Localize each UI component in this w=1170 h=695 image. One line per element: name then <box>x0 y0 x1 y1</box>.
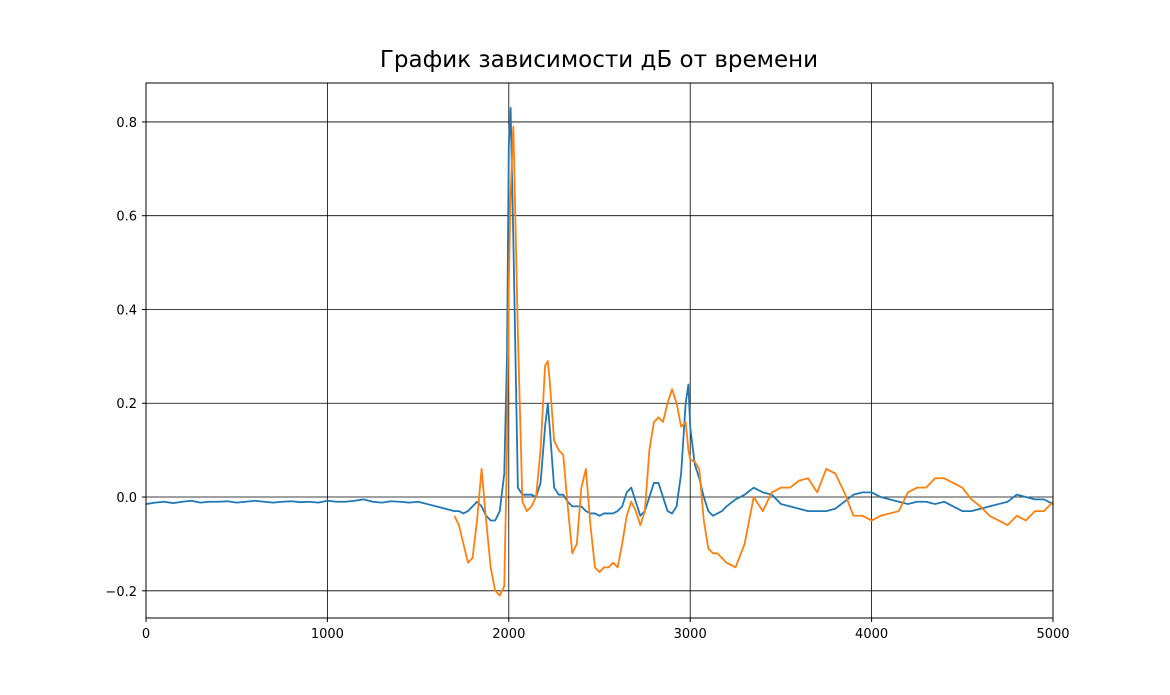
y-tick-label: −0.2 <box>105 585 137 600</box>
x-tick-label: 4000 <box>855 627 888 642</box>
y-tick-label: 0.6 <box>116 210 137 225</box>
x-tick-label: 1000 <box>311 627 344 642</box>
chart-title: График зависимости дБ от времени <box>380 47 818 73</box>
x-tick-label: 0 <box>142 627 150 642</box>
y-tick-label: 0.4 <box>116 303 137 318</box>
line-series <box>453 125 1054 597</box>
line-series <box>145 106 1054 522</box>
x-tick-label: 3000 <box>674 627 707 642</box>
y-tick-label: 0.0 <box>116 491 137 506</box>
x-tick-label: 2000 <box>492 627 525 642</box>
y-tick-label: 0.8 <box>116 116 137 131</box>
y-tick-label: 0.2 <box>116 397 137 412</box>
x-tick-label: 5000 <box>1036 627 1069 642</box>
plot-frame <box>145 82 1054 619</box>
